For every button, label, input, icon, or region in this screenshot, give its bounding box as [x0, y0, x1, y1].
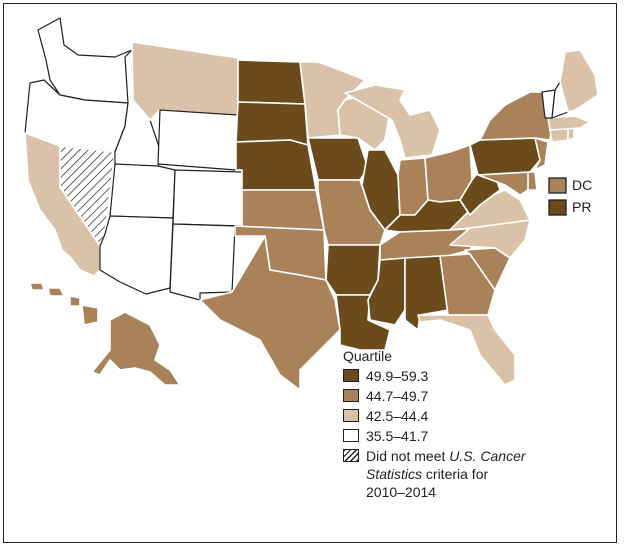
state-ks [241, 189, 325, 231]
legend-swatch [343, 409, 359, 422]
state-sd [235, 101, 309, 146]
state-ri [567, 127, 575, 141]
state-mt [131, 41, 239, 121]
state-nj [534, 137, 549, 171]
na-italic: Statistics [366, 466, 423, 482]
state-ma [547, 115, 591, 131]
legend-label: 49.9–59.3 [366, 368, 429, 384]
legend-label: 44.7–49.7 [366, 388, 429, 404]
legend-swatch [343, 369, 359, 382]
legend-item: 49.9–59.3 [343, 367, 543, 385]
state-fl [417, 314, 516, 386]
legend-swatch [343, 429, 359, 442]
state-me [559, 49, 599, 113]
na-italic: U.S. Cancer [449, 448, 526, 464]
dc-swatch [548, 177, 567, 194]
state-mi [344, 84, 441, 159]
state-ar [325, 244, 381, 296]
state-hi [29, 282, 99, 326]
legend: Quartile 49.9–59.3 44.7–49.7 42.5–44.4 3… [343, 347, 543, 503]
state-nm [169, 223, 236, 301]
state-tx [199, 235, 341, 391]
pr-label: PR [572, 199, 591, 215]
legend-item-not-met: Did not meet U.S. Cancer Statistics crite… [343, 447, 543, 501]
dc-label: DC [572, 177, 592, 193]
state-ne [235, 139, 317, 191]
state-ga [439, 253, 496, 316]
na-text: Did not meet [366, 448, 450, 464]
state-nd [237, 59, 306, 105]
state-ak [91, 311, 181, 386]
legend-item: 35.5–41.7 [343, 427, 543, 445]
state-de [527, 171, 538, 191]
legend-label: 35.5–41.7 [366, 428, 429, 444]
hatch-swatch [343, 449, 359, 462]
pr-swatch [548, 199, 567, 216]
na-years: 2010–2014 [366, 484, 437, 500]
legend-label: 42.5–44.4 [366, 408, 429, 424]
legend-item: 42.5–44.4 [343, 407, 543, 425]
state-pa [469, 137, 541, 176]
state-ut [109, 163, 176, 219]
state-md [477, 171, 531, 196]
state-co [172, 169, 243, 227]
legend-item: 44.7–49.7 [343, 387, 543, 405]
state-ia [307, 137, 369, 181]
state-ny [479, 91, 553, 141]
legend-title: Quartile [343, 348, 393, 364]
state-wy [157, 109, 239, 171]
state-az [99, 215, 174, 295]
legend-swatch [343, 389, 359, 402]
legend-label-not-met: Did not meet U.S. Cancer Statistics crite… [366, 447, 536, 501]
na-text: criteria for [422, 466, 489, 482]
